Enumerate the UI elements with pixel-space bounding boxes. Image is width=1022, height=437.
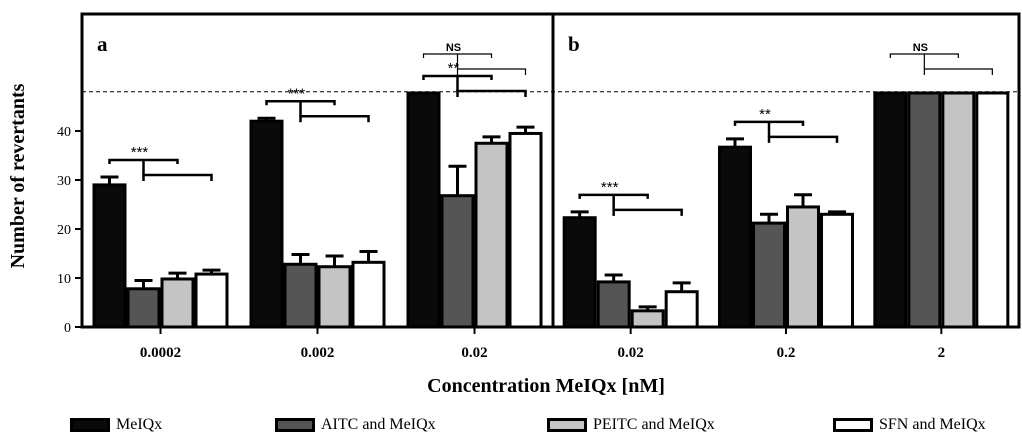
legend-swatch <box>547 418 587 432</box>
bar-chart: Number of revertants Concentration MeIQx… <box>7 12 1021 397</box>
bar <box>820 212 854 329</box>
significance-bracket <box>299 115 370 123</box>
significance-label: *** <box>601 179 619 196</box>
legend-label: AITC and MeIQx <box>321 416 436 433</box>
legend-item: MeIQx <box>70 416 162 434</box>
bar <box>752 221 786 329</box>
y-tick-label: 10 <box>57 272 71 287</box>
bar <box>664 290 699 329</box>
significance-bracket <box>612 208 683 216</box>
bar <box>562 216 597 329</box>
bar <box>92 183 127 329</box>
x-axis-title: Concentration MeIQx [nM] <box>427 375 665 397</box>
bar <box>440 194 475 329</box>
significance-label: NS <box>446 42 461 54</box>
bar <box>283 262 318 329</box>
bar <box>126 287 161 329</box>
significance-bracket <box>456 89 527 97</box>
bar <box>907 91 942 329</box>
significance-bracket <box>767 135 839 143</box>
legend-label: SFN and MeIQx <box>879 416 986 433</box>
bar <box>317 265 352 329</box>
bar <box>194 272 229 329</box>
panel-label: a <box>97 32 108 56</box>
y-axis-title: Number of revertants <box>7 83 29 268</box>
y-tick-label: 30 <box>57 174 71 189</box>
y-tick-label: 40 <box>57 125 71 140</box>
bar <box>786 205 820 329</box>
y-tick-label: 0 <box>64 321 71 336</box>
category-label: 2 <box>938 345 946 361</box>
category-label: 0.02 <box>618 345 644 361</box>
legend-swatch <box>833 418 873 432</box>
bar <box>249 119 284 329</box>
legend-swatch <box>70 418 110 432</box>
legend-item: AITC and MeIQx <box>275 416 436 434</box>
y-tick-label: 20 <box>57 223 71 238</box>
bar <box>160 277 195 329</box>
bar <box>508 131 543 329</box>
bar <box>873 91 908 329</box>
category-label: 0.02 <box>461 345 487 361</box>
bar <box>975 91 1010 329</box>
bar <box>941 91 976 329</box>
legend-swatch <box>275 418 315 432</box>
bar <box>474 141 509 329</box>
legend-label: MeIQx <box>116 416 163 433</box>
significance-label: *** <box>288 85 306 102</box>
legend-item: SFN and MeIQx <box>833 416 986 434</box>
bar <box>406 91 441 329</box>
significance-bracket <box>923 68 993 75</box>
legend-item: PEITC and MeIQx <box>547 416 715 434</box>
category-label: 0.002 <box>301 345 335 361</box>
bar <box>596 280 631 329</box>
category-label: 0.0002 <box>140 345 181 361</box>
legend: MeIQx AITC and MeIQx PEITC and MeIQx SFN an… <box>0 416 1022 437</box>
plot-frame <box>80 12 1021 329</box>
significance-label: ** <box>448 60 460 77</box>
significance-bracket <box>142 173 213 182</box>
panel-label: b <box>568 32 580 56</box>
significance-label: NS <box>913 42 928 54</box>
significance-bracket <box>456 68 527 75</box>
bar <box>630 309 665 329</box>
legend-label: PEITC and MeIQx <box>593 416 715 433</box>
bar <box>718 145 752 329</box>
significance-label: *** <box>131 144 149 161</box>
significance-label: ** <box>759 106 771 123</box>
category-label: 0.2 <box>777 345 796 361</box>
bar <box>351 260 386 329</box>
